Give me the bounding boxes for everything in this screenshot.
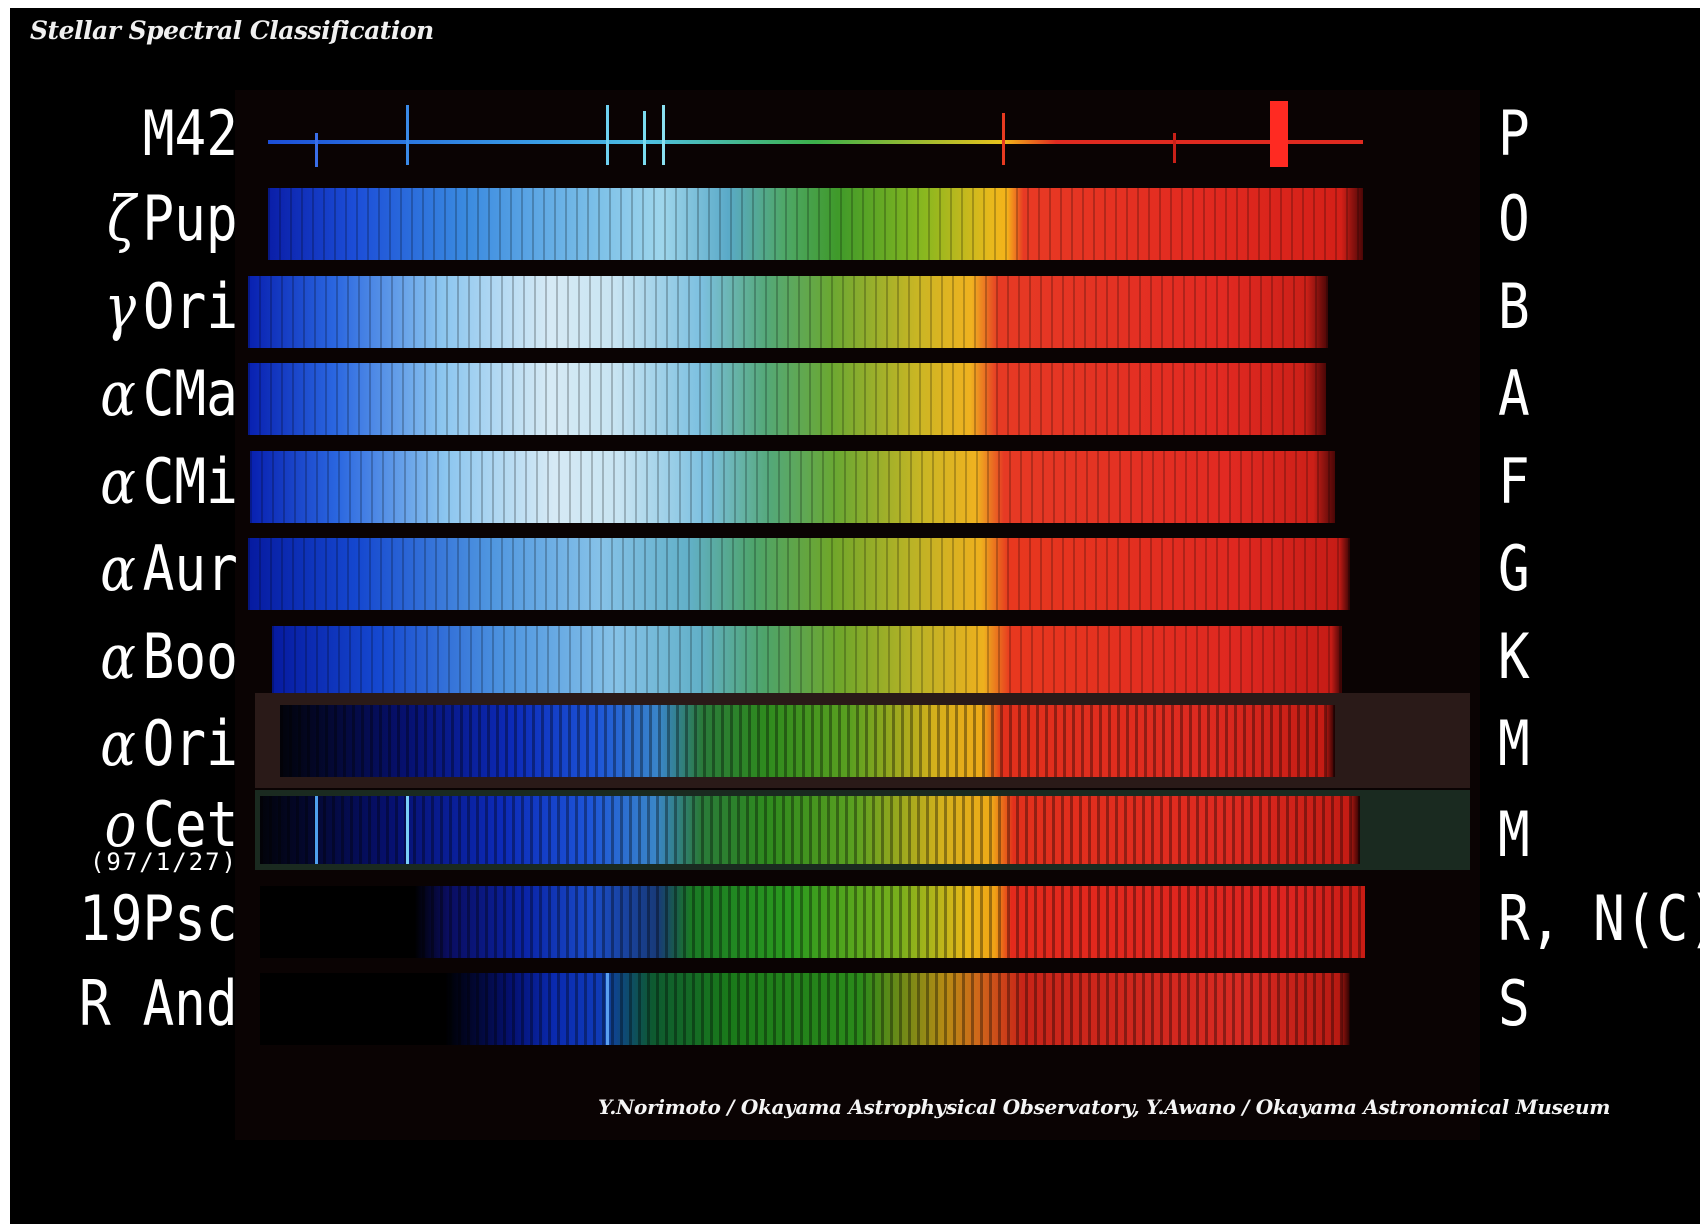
- spectral-class: M: [1498, 798, 1530, 871]
- emission-line: [606, 105, 609, 165]
- spectrum-row-alpha-cmi: α CMi F: [10, 441, 1700, 537]
- spectral-class: P: [1498, 97, 1530, 170]
- emission-spectrum: [268, 140, 1363, 144]
- spectral-class: A: [1498, 357, 1530, 430]
- spectrum-row-alpha-cma: α CMa A: [10, 353, 1700, 449]
- spectrum-row-zeta-pup: ζ Pup O: [10, 178, 1700, 274]
- spectral-class: B: [1498, 270, 1530, 343]
- emission-line: [315, 133, 318, 167]
- star-label: M42: [142, 97, 238, 170]
- emission-line: [406, 796, 409, 864]
- emission-line: [1002, 113, 1005, 165]
- spectrum-strip: [248, 363, 1326, 435]
- spectrum-strip: [260, 796, 1360, 864]
- spectrum-strip: [248, 276, 1328, 348]
- spectral-class: R, N(C): [1498, 882, 1700, 955]
- spectrum-strip: [250, 451, 1335, 523]
- spectrum-row-r-and: R And S: [10, 963, 1700, 1059]
- star-label: α Ori: [100, 707, 238, 780]
- spectrum-row-19-psc: 19Psc R, N(C): [10, 878, 1700, 974]
- star-label: α CMi: [100, 445, 238, 518]
- spectrum-row-m42: M42 P: [10, 93, 1700, 189]
- spectrum-row-alpha-aur: α Aur G: [10, 528, 1700, 624]
- observation-date: (97/1/27): [89, 848, 238, 876]
- star-label: α CMa: [100, 357, 238, 430]
- star-label: γ Ori: [104, 270, 238, 343]
- star-label: 19Psc: [79, 882, 238, 955]
- spectra-panel: [235, 90, 1480, 1140]
- image-title: Stellar Spectral Classification: [30, 16, 434, 45]
- spectral-class: K: [1498, 620, 1530, 693]
- star-label: o Cet: [104, 788, 238, 861]
- spectrum-row-omicron-cet: o Cet (97/1/27) M: [10, 790, 1700, 886]
- spectrum-strip: [248, 538, 1350, 610]
- emission-line: [643, 111, 646, 165]
- spectral-class: O: [1498, 182, 1530, 255]
- spectral-class: M: [1498, 707, 1530, 780]
- spectrum-strip: [260, 973, 1350, 1045]
- star-label: α Boo: [100, 620, 238, 693]
- emission-line-h-alpha: [1270, 101, 1288, 167]
- spectrum-row-gamma-ori: γ Ori B: [10, 266, 1700, 362]
- emission-line: [406, 105, 409, 165]
- spectrum-strip: [280, 705, 1335, 777]
- spectrum-row-alpha-boo: α Boo K: [10, 616, 1700, 712]
- image-credit: Y.Norimoto / Okayama Astrophysical Obser…: [598, 1095, 1611, 1119]
- star-label: ζ Pup: [107, 182, 238, 255]
- spectrum-strip: [260, 886, 1365, 958]
- emission-line: [662, 105, 665, 165]
- star-label: R And: [79, 967, 238, 1040]
- spectral-class: S: [1498, 967, 1530, 1040]
- spectrum-strip: [272, 626, 1342, 698]
- spectral-class: F: [1498, 445, 1530, 518]
- spectrum-strip: [268, 188, 1363, 260]
- star-label: α Aur: [100, 532, 238, 605]
- spectrum-row-alpha-ori: α Ori M: [10, 693, 1700, 789]
- emission-line: [315, 796, 318, 864]
- emission-line: [606, 973, 609, 1045]
- spectral-class: G: [1498, 532, 1530, 605]
- emission-line: [1173, 133, 1176, 163]
